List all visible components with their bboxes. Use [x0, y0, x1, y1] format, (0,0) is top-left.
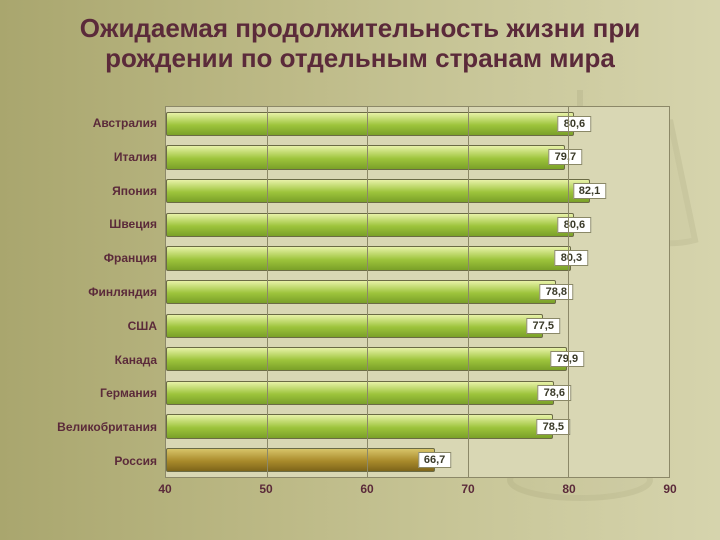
value-label: 79,7: [549, 149, 582, 165]
x-tick-label: 60: [360, 482, 373, 496]
x-tick-label: 70: [461, 482, 474, 496]
bar: [166, 314, 543, 338]
country-label: Россия: [40, 444, 165, 478]
value-label: 78,5: [537, 419, 570, 435]
x-tick-label: 90: [663, 482, 676, 496]
bar-row: 80,3: [166, 242, 669, 276]
plot-area: 80,6 79,7 82,1 80,6 80,3 78,8 77,5 79,9 78,6 78,5…: [165, 106, 670, 478]
bar-row: 78,6: [166, 376, 669, 410]
chart: АвстралияИталияЯпонияШвецияФранцияФинлян…: [40, 106, 670, 502]
bar-highlight: [166, 448, 435, 472]
x-axis: 405060708090: [165, 478, 670, 502]
country-label: Австралия: [40, 106, 165, 140]
grid-line: [367, 107, 368, 477]
country-label: Италия: [40, 140, 165, 174]
value-label: 78,6: [538, 385, 571, 401]
bar-row: 79,7: [166, 141, 669, 175]
bar: [166, 112, 574, 136]
value-label: 80,6: [558, 217, 591, 233]
country-label: Канада: [40, 343, 165, 377]
grid-line: [568, 107, 569, 477]
value-label: 82,1: [573, 183, 606, 199]
bar-row: 80,6: [166, 107, 669, 141]
bar: [166, 145, 565, 169]
bars-container: 80,6 79,7 82,1 80,6 80,3 78,8 77,5 79,9 78,6 78,5…: [166, 107, 669, 477]
bar-row: 78,8: [166, 275, 669, 309]
country-label: Швеция: [40, 207, 165, 241]
value-label: 66,7: [418, 452, 451, 468]
value-label: 80,6: [558, 116, 591, 132]
grid-line: [468, 107, 469, 477]
bar: [166, 414, 553, 438]
bar-row: 80,6: [166, 208, 669, 242]
x-tick-label: 50: [259, 482, 272, 496]
bar: [166, 280, 556, 304]
bar: [166, 179, 590, 203]
country-label: США: [40, 309, 165, 343]
grid-line: [267, 107, 268, 477]
bar: [166, 246, 571, 270]
country-label: Финляндия: [40, 275, 165, 309]
y-axis-labels: АвстралияИталияЯпонияШвецияФранцияФинлян…: [40, 106, 165, 478]
bar-row: 79,9: [166, 342, 669, 376]
country-label: Япония: [40, 174, 165, 208]
x-tick-label: 80: [562, 482, 575, 496]
x-tick-label: 40: [158, 482, 171, 496]
country-label: Великобритания: [40, 410, 165, 444]
bar-row: 66,7: [166, 443, 669, 477]
bar: [166, 213, 574, 237]
bar-row: 78,5: [166, 410, 669, 444]
bar-row: 77,5: [166, 309, 669, 343]
value-label: 77,5: [527, 318, 560, 334]
country-label: Франция: [40, 241, 165, 275]
country-label: Германия: [40, 377, 165, 411]
chart-title: Ожидаемая продолжительность жизни при ро…: [0, 14, 720, 74]
bar: [166, 381, 554, 405]
value-label: 80,3: [555, 250, 588, 266]
bar-row: 82,1: [166, 174, 669, 208]
value-label: 79,9: [551, 351, 584, 367]
